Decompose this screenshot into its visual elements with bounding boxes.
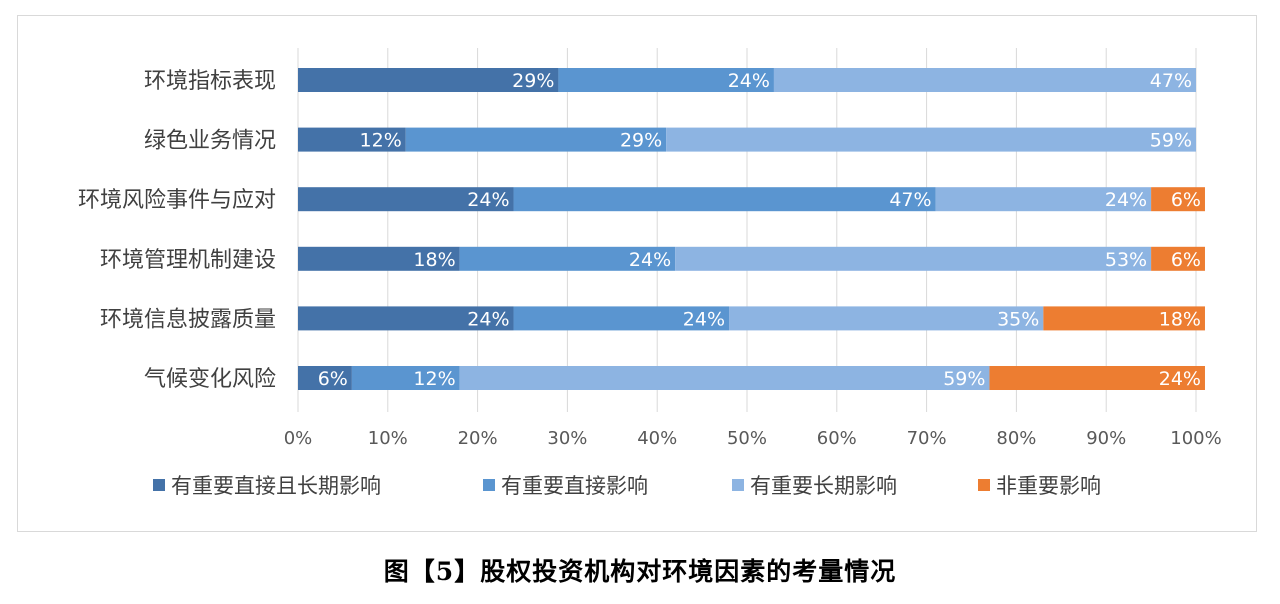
grid-layer bbox=[297, 48, 1197, 412]
data-label: 24% bbox=[629, 249, 671, 271]
bar-segment bbox=[1043, 306, 1205, 331]
data-label: 47% bbox=[889, 189, 931, 211]
stacked-bar-chart: 29% 24% 47% 12% 29% 59% 24% 47% 24% 6% 18% 24% 53% 6%… bbox=[78, 48, 1222, 498]
category-label: 气候变化风险 bbox=[144, 367, 276, 392]
data-label: 24% bbox=[467, 189, 509, 211]
bar-segment bbox=[298, 366, 352, 390]
x-tick-label: 90% bbox=[1086, 428, 1126, 449]
bar-segment bbox=[675, 246, 1152, 271]
legend-label: 有重要长期影响 bbox=[750, 474, 897, 498]
data-label: 18% bbox=[1159, 308, 1201, 330]
label-layer: 29% 24% 47% 12% 29% 59% 24% 47% 24% 6% 18% 24% 53% 6%… bbox=[318, 70, 1201, 390]
legend: 有重要直接且长期影响 有重要直接影响 有重要长期影响 非重要影响 bbox=[153, 474, 1101, 498]
axis-layer: 0% 10% 20% 30% 40% 50% 60% 70% 80% 90% 100% 环境指标表现绿… bbox=[78, 69, 1222, 449]
bar-segment bbox=[989, 366, 1205, 390]
data-label: 6% bbox=[1171, 189, 1201, 211]
legend-swatch bbox=[483, 479, 495, 491]
bar-segment bbox=[298, 246, 460, 271]
data-label: 53% bbox=[1105, 249, 1147, 271]
x-tick-label: 10% bbox=[368, 428, 408, 449]
data-label: 29% bbox=[620, 130, 662, 152]
x-tick-label: 80% bbox=[996, 428, 1036, 449]
data-label: 24% bbox=[1105, 189, 1147, 211]
data-label: 6% bbox=[1171, 249, 1201, 271]
legend-label: 有重要直接影响 bbox=[501, 474, 648, 498]
data-label: 12% bbox=[413, 368, 455, 390]
bar-segment bbox=[1151, 246, 1205, 271]
bar-segment bbox=[459, 246, 676, 271]
bar-segment bbox=[405, 127, 667, 152]
bar-segment bbox=[729, 306, 1044, 331]
bar-segment bbox=[298, 306, 514, 331]
bar-segment bbox=[513, 187, 936, 212]
legend-label: 有重要直接且长期影响 bbox=[171, 474, 381, 498]
bar-segment bbox=[298, 187, 514, 212]
x-tick-label: 0% bbox=[284, 428, 313, 449]
legend-swatch bbox=[153, 479, 165, 491]
x-tick-label: 20% bbox=[458, 428, 498, 449]
data-label: 24% bbox=[467, 308, 509, 330]
bar-segment bbox=[298, 68, 559, 92]
x-tick-label: 60% bbox=[817, 428, 857, 449]
data-label: 59% bbox=[1150, 130, 1192, 152]
legend-label: 非重要影响 bbox=[996, 474, 1101, 498]
bar-segment bbox=[935, 187, 1152, 212]
data-label: 47% bbox=[1150, 70, 1192, 92]
data-label: 35% bbox=[997, 308, 1039, 330]
x-tick-label: 40% bbox=[637, 428, 677, 449]
bar-segment bbox=[773, 68, 1196, 92]
data-label: 12% bbox=[360, 130, 402, 152]
x-tick-label: 50% bbox=[727, 428, 767, 449]
data-label: 24% bbox=[683, 308, 725, 330]
bar-segment bbox=[351, 366, 460, 390]
x-tick-label: 100% bbox=[1170, 428, 1221, 449]
bar-segment bbox=[459, 366, 990, 390]
bar-segment bbox=[1151, 187, 1205, 212]
x-tick-label: 70% bbox=[907, 428, 947, 449]
chart-frame bbox=[17, 15, 1257, 532]
category-label: 环境指标表现 bbox=[144, 69, 276, 94]
x-tick-label: 30% bbox=[547, 428, 587, 449]
legend-swatch bbox=[978, 479, 990, 491]
category-label: 绿色业务情况 bbox=[144, 129, 276, 154]
bar-segment bbox=[666, 127, 1196, 152]
bar-layer bbox=[298, 68, 1205, 390]
data-label: 6% bbox=[318, 368, 348, 390]
bar-segment bbox=[298, 127, 406, 152]
figure-caption: 图【5】股权投资机构对环境因素的考量情况 bbox=[383, 557, 897, 586]
category-label: 环境风险事件与应对 bbox=[78, 188, 276, 213]
data-label: 18% bbox=[413, 249, 455, 271]
category-label: 环境信息披露质量 bbox=[100, 307, 276, 332]
data-label: 24% bbox=[1159, 368, 1201, 390]
bar-segment bbox=[558, 68, 774, 92]
data-label: 29% bbox=[512, 70, 554, 92]
legend-swatch bbox=[732, 479, 744, 491]
data-label: 24% bbox=[728, 70, 770, 92]
bar-segment bbox=[513, 306, 730, 331]
data-label: 59% bbox=[943, 368, 985, 390]
category-label: 环境管理机制建设 bbox=[100, 248, 276, 273]
